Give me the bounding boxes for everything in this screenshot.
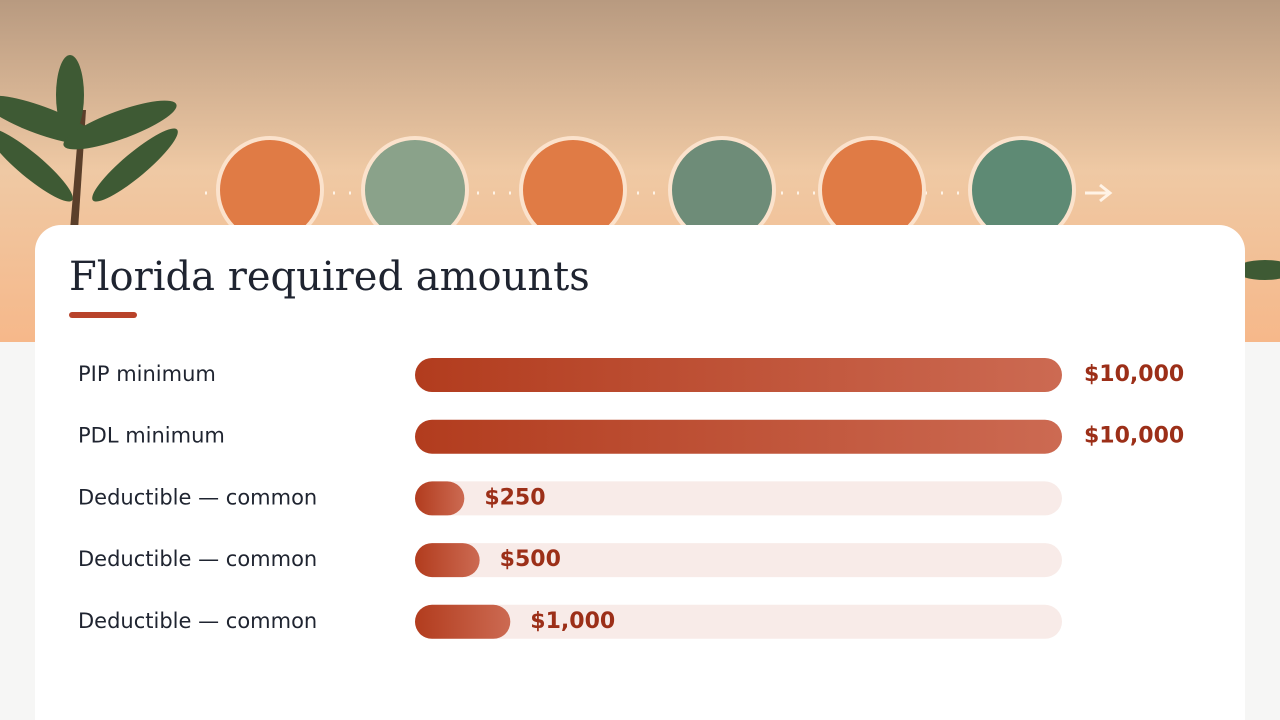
value-label: $10,000 <box>1084 362 1184 387</box>
chart-title: Florida required amounts <box>69 254 590 300</box>
bar <box>415 481 465 516</box>
bar-track <box>415 481 1062 516</box>
value-label: $250 <box>484 485 545 510</box>
bar <box>415 419 1062 454</box>
category-label: Deductible — common <box>78 485 317 509</box>
palm <box>0 55 1280 280</box>
bar <box>415 543 480 578</box>
bar-track <box>415 604 1062 639</box>
category-label: PIP minimum <box>78 362 216 386</box>
value-label: $1,000 <box>530 609 615 634</box>
value-label: $500 <box>500 547 561 572</box>
title-underline <box>69 312 137 318</box>
card <box>35 225 1245 720</box>
category-label: PDL minimum <box>78 424 225 448</box>
bar-track <box>415 543 1062 578</box>
category-label: Deductible — common <box>78 547 317 571</box>
icons <box>216 136 1113 244</box>
bar <box>415 604 511 639</box>
bar <box>415 358 1062 392</box>
value-label: $10,000 <box>1084 424 1184 449</box>
category-label: Deductible — common <box>78 609 317 633</box>
